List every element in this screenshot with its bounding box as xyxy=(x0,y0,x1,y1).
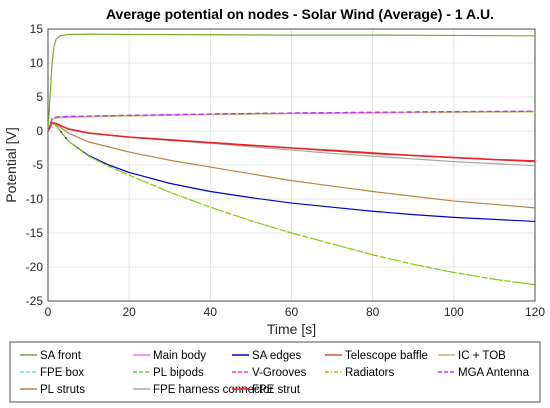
series-line-radiators xyxy=(47,121,536,286)
y-axis-label: Potential [V] xyxy=(3,127,19,203)
y-tick-label: -15 xyxy=(26,226,44,240)
x-tick-label: 0 xyxy=(45,305,52,319)
x-tick-label: 60 xyxy=(285,305,299,319)
y-axis-ticks: 15 10 5 0 -5 -10 -15 -20 -25 xyxy=(26,22,44,308)
series-lines xyxy=(47,33,536,286)
legend-entry: FPE strut xyxy=(252,384,301,396)
series-line-mga-antenna xyxy=(47,110,536,132)
y-tick-label: 15 xyxy=(30,22,44,36)
legend-entry: SA edges xyxy=(252,350,301,362)
x-tick-label: 20 xyxy=(122,305,136,319)
y-tick-label: -10 xyxy=(26,192,44,206)
series-line-pl-struts xyxy=(47,121,536,209)
y-tick-label: 0 xyxy=(36,124,43,138)
legend-entry: Telescope baffle xyxy=(345,350,428,362)
series-line-ic-tob xyxy=(47,111,536,132)
legend-entry: V-Grooves xyxy=(252,367,307,379)
legend-entry: FPE harness connector xyxy=(153,384,273,396)
plot-frame xyxy=(47,28,536,302)
legend-entry: PL struts xyxy=(40,384,85,396)
series-line-sa-front xyxy=(47,33,536,132)
y-tick-label: -5 xyxy=(32,158,43,172)
legend-entry: PL bipods xyxy=(153,367,204,379)
x-tick-label: 100 xyxy=(444,305,464,319)
legend-entry: SA front xyxy=(40,350,82,362)
x-tick-label: 80 xyxy=(366,305,380,319)
x-axis-ticks: 0 20 40 60 80 100 120 xyxy=(45,305,546,319)
y-tick-label: 5 xyxy=(36,90,43,104)
legend-entry: Main body xyxy=(153,350,206,362)
series-line-fpe-strut xyxy=(47,121,536,162)
grid xyxy=(47,28,536,302)
x-axis-label: Time [s] xyxy=(267,321,316,337)
y-tick-label: -20 xyxy=(26,260,44,274)
chart-title: Average potential on nodes - Solar Wind … xyxy=(106,6,494,22)
legend-entry: Radiators xyxy=(345,367,394,379)
legend-entry: FPE box xyxy=(40,367,84,379)
legend-entry: IC + TOB xyxy=(458,350,506,362)
x-tick-label: 120 xyxy=(525,305,545,319)
y-tick-label: -25 xyxy=(26,294,44,308)
legend-entry: MGA Antenna xyxy=(458,367,530,379)
y-tick-label: 10 xyxy=(30,56,44,70)
x-tick-label: 40 xyxy=(204,305,218,319)
legend: SA front Main body SA edges Telescope baffl… xyxy=(9,341,541,403)
